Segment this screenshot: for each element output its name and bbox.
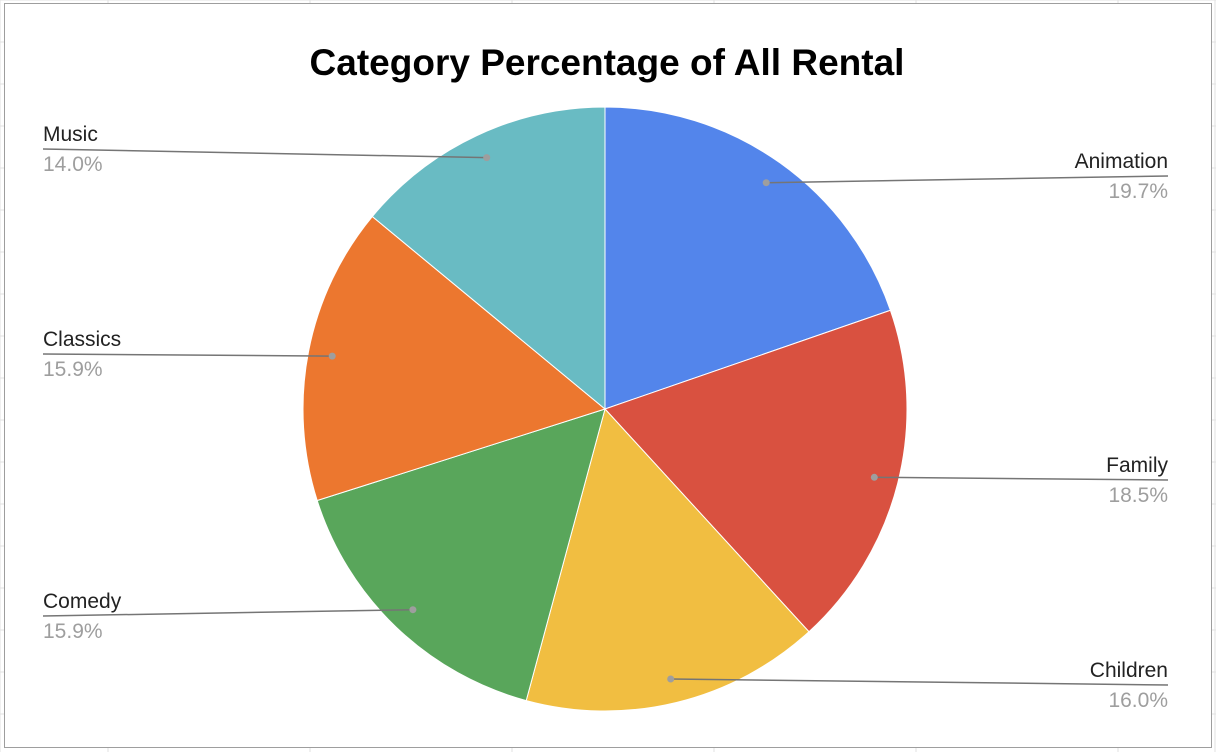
pie-slice-classics[interactable] — [302, 215, 607, 502]
leader-dot-comedy — [409, 606, 417, 614]
pie-slice-music[interactable] — [371, 106, 606, 411]
leader-dot-family — [870, 473, 878, 481]
slice-value-comedy: 15.9% — [43, 620, 103, 643]
leader-line-comedy — [42, 608, 413, 617]
pie-slice-animation[interactable] — [604, 106, 892, 410]
pie-slice-family[interactable] — [604, 309, 908, 633]
pie-slices — [302, 106, 908, 712]
pie-slice-comedy[interactable] — [316, 408, 606, 702]
slice-value-family: 18.5% — [1108, 484, 1168, 507]
slice-label-comedy: Comedy — [43, 590, 122, 613]
slice-label-animation: Animation — [1075, 150, 1168, 173]
slice-label-family: Family — [1106, 454, 1168, 477]
slice-value-animation: 19.7% — [1108, 180, 1168, 203]
slice-value-music: 14.0% — [43, 153, 103, 176]
leader-line-animation — [766, 175, 1169, 184]
leader-dot-animation — [762, 179, 770, 187]
leader-dot-music — [483, 154, 491, 162]
slice-label-music: Music — [43, 123, 98, 146]
slice-label-children: Children — [1090, 659, 1168, 682]
leader-line-music — [42, 148, 487, 159]
leader-dot-children — [667, 675, 675, 683]
slice-label-classics: Classics — [43, 328, 121, 351]
leader-dot-classics — [328, 352, 336, 360]
leader-line-classics — [42, 353, 333, 357]
leader-lines — [42, 148, 1169, 686]
slice-value-classics: 15.9% — [43, 358, 103, 381]
chart-title: Category Percentage of All Rental — [310, 42, 905, 83]
slice-value-children: 16.0% — [1108, 689, 1168, 712]
leader-line-family — [874, 476, 1169, 481]
leader-line-children — [670, 678, 1169, 686]
slice-labels: Animation 19.7% Family 18.5% Children 16.0% Co… — [43, 123, 1168, 712]
pie-slice-children[interactable] — [525, 407, 810, 712]
